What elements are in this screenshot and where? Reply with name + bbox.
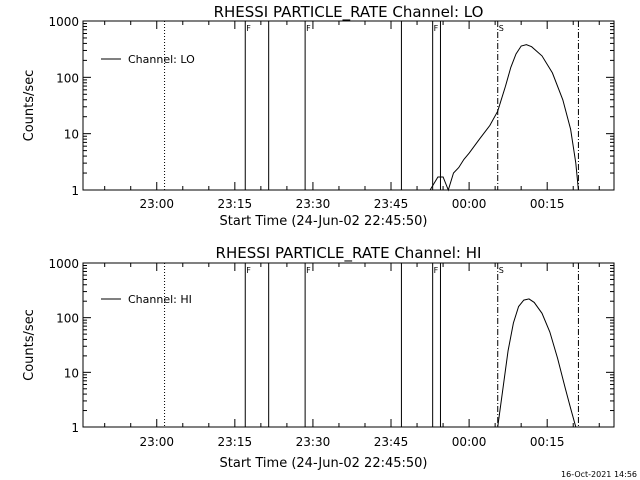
y-tick-label: 100 xyxy=(56,71,79,85)
y-axis-label: Counts/sec xyxy=(22,70,37,142)
x-axis-label: Start Time (24-Jun-02 22:45:50) xyxy=(220,456,428,471)
x-tick-label: 23:00 xyxy=(139,435,174,449)
x-tick-label: 23:00 xyxy=(139,197,174,211)
chart-title: RHESSI PARTICLE_RATE Channel: HI xyxy=(216,244,482,263)
event-flag-label: F xyxy=(246,24,251,33)
plot-frame xyxy=(82,20,615,191)
footer-timestamp: 16-Oct-2021 14:56 xyxy=(561,470,637,479)
x-tick-label: 00:15 xyxy=(530,197,565,211)
x-tick-label: 23:15 xyxy=(218,197,253,211)
event-flag-label: S xyxy=(499,24,504,33)
y-tick-label: 1000 xyxy=(48,15,79,29)
x-tick-label: 23:30 xyxy=(296,435,331,449)
y-tick-label: 100 xyxy=(56,312,79,326)
y-tick-label: 1 xyxy=(71,184,79,198)
series-line xyxy=(497,298,577,428)
x-tick-label: 23:15 xyxy=(218,435,253,449)
event-flag-label: F xyxy=(246,266,251,275)
y-tick-label: 10 xyxy=(64,128,79,142)
plot-frame xyxy=(82,262,615,428)
chart-title: RHESSI PARTICLE_RATE Channel: LO xyxy=(214,3,484,22)
y-tick-label: 1000 xyxy=(48,257,79,271)
series-line xyxy=(429,44,579,192)
event-flag-label: F xyxy=(306,266,311,275)
x-tick-label: 00:15 xyxy=(530,435,565,449)
x-tick-label: 23:30 xyxy=(296,197,331,211)
event-flag-label: F xyxy=(434,266,439,275)
x-tick-label: 23:45 xyxy=(374,435,409,449)
x-tick-label: 00:00 xyxy=(452,197,487,211)
lo-channel-panel: RHESSI PARTICLE_RATE Channel: LO 1 10 100 10… xyxy=(22,3,615,229)
event-flag-label: F xyxy=(306,24,311,33)
legend-label: Channel: HI xyxy=(128,293,192,306)
legend-label: Channel: LO xyxy=(128,53,195,66)
x-tick-label: 23:45 xyxy=(374,197,409,211)
event-flag-label: F xyxy=(434,24,439,33)
y-axis-label: Counts/sec xyxy=(22,309,37,381)
x-axis-label: Start Time (24-Jun-02 22:45:50) xyxy=(220,214,428,229)
hi-channel-panel: RHESSI PARTICLE_RATE Channel: HI 1 10 100 10… xyxy=(22,244,615,471)
x-tick-label: 00:00 xyxy=(452,435,487,449)
y-tick-label: 10 xyxy=(64,366,79,380)
event-flag-label: S xyxy=(499,266,504,275)
y-tick-label: 1 xyxy=(71,421,79,435)
